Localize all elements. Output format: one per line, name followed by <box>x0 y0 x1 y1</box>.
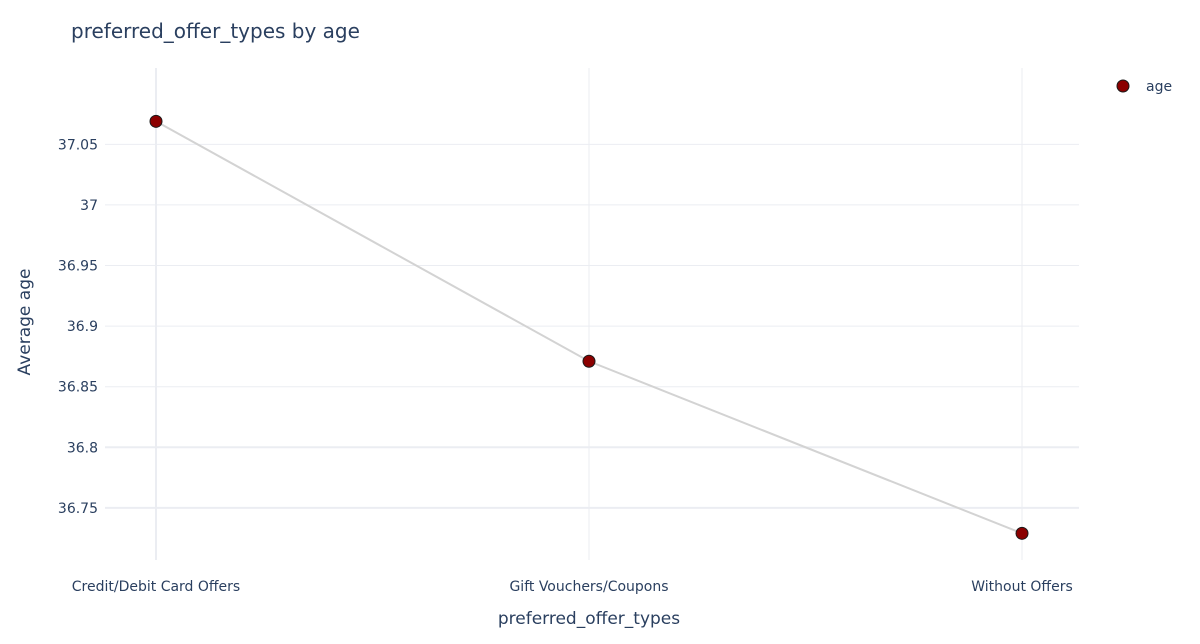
y-tick-label: 37 <box>80 198 98 214</box>
grid <box>105 68 1079 560</box>
legend[interactable]: age <box>1116 79 1172 95</box>
y-tick-label: 36.75 <box>58 501 98 517</box>
x-axis-ticks: Credit/Debit Card Offers Gift Vouchers/Co… <box>72 579 1073 595</box>
x-axis-label: preferred_offer_types <box>498 609 680 629</box>
x-tick-label: Gift Vouchers/Coupons <box>509 579 668 595</box>
y-axis-ticks: 36.75 36.8 36.85 36.9 36.95 37 37.05 <box>58 137 98 517</box>
series-age <box>149 114 1029 540</box>
legend-marker-age <box>1116 79 1130 93</box>
x-tick-label: Credit/Debit Card Offers <box>72 579 240 595</box>
data-point[interactable] <box>149 114 163 128</box>
legend-label-age: age <box>1146 79 1172 95</box>
y-tick-label: 36.85 <box>58 380 98 396</box>
y-tick-label: 37.05 <box>58 137 98 153</box>
y-axis-label: Average age <box>15 269 35 376</box>
x-tick-label: Without Offers <box>971 579 1073 595</box>
y-tick-label: 36.95 <box>58 259 98 275</box>
data-point[interactable] <box>1015 526 1029 540</box>
y-tick-label: 36.8 <box>67 440 98 456</box>
y-tick-label: 36.9 <box>67 319 98 335</box>
chart-title: preferred_offer_types by age <box>71 19 360 43</box>
data-point[interactable] <box>582 354 596 368</box>
